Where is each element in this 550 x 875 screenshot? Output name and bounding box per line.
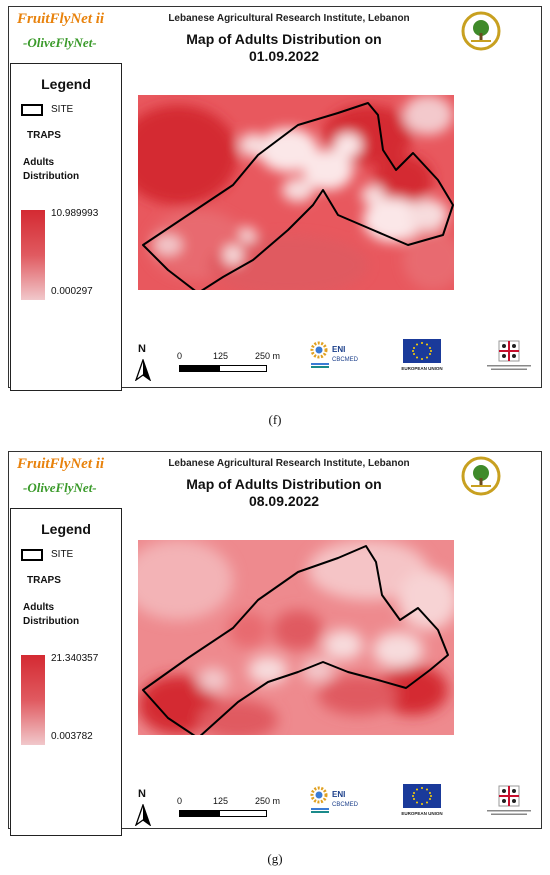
adults-distribution-label: Adults Distribution <box>23 602 80 627</box>
figure-caption-g: (g) <box>267 851 283 866</box>
brand-name: FruitFlyNet ii <box>17 456 105 472</box>
eni-cbcmed-logo-icon: ENI CBCMED <box>310 341 359 368</box>
ramp-max-value: 10.989993 <box>51 208 99 219</box>
scale-bar: 0 125 250 m <box>177 351 297 375</box>
legend: Legend SITE TRAPS Adults Distribution 21… <box>10 508 122 836</box>
map-title-line1: Map of Adults Distribution on <box>186 31 382 47</box>
heatmap-map <box>138 95 454 290</box>
ramp-min-value: 0.000297 <box>51 286 93 297</box>
site-label: SITE <box>51 104 74 115</box>
eu-text: EUROPEAN UNION <box>401 366 442 371</box>
density-surface <box>138 540 454 735</box>
color-ramp <box>21 655 45 745</box>
site-label: SITE <box>51 549 74 560</box>
map-title: Map of Adults Distribution on 08.09.2022 <box>149 476 419 510</box>
site-boundary <box>142 545 449 735</box>
institute-name: Lebanese Agricultural Research Institute… <box>168 13 410 24</box>
legend: Legend SITE TRAPS Adults Distribution 10… <box>10 63 122 391</box>
legend-title: Legend <box>41 76 91 92</box>
map-panel-f: FruitFlyNet ii -OliveFlyNet- Lebanese Ag… <box>8 6 542 391</box>
scale-tick-125: 125 <box>213 796 229 806</box>
map-title-line1: Map of Adults Distribution on <box>186 476 382 492</box>
traps-label: TRAPS <box>27 130 61 141</box>
scale-tick-0: 0 <box>177 796 183 806</box>
map-panel-g: FruitFlyNet ii -OliveFlyNet- Lebanese Ag… <box>8 451 542 836</box>
scale-tick-125: 125 <box>213 351 229 361</box>
site-symbol <box>21 549 43 561</box>
sardinia-logo-icon <box>487 785 531 815</box>
scale-tick-250: 250 m <box>255 796 281 806</box>
scale-tick-250: 250 m <box>255 351 281 361</box>
eu-text: EUROPEAN UNION <box>401 811 442 816</box>
eu-flag-icon: EUROPEAN UNION <box>401 784 443 816</box>
north-arrow-icon <box>134 359 152 381</box>
north-arrow-icon <box>134 804 152 826</box>
map-date: 08.09.2022 <box>248 493 320 509</box>
ramp-max-value: 21.340357 <box>51 653 99 664</box>
heatmap-map <box>138 540 454 735</box>
site-symbol <box>21 104 43 116</box>
color-ramp <box>21 210 45 300</box>
legend-title: Legend <box>41 521 91 537</box>
cbcmed-text: CBCMED <box>332 357 359 363</box>
cbcmed-text: CBCMED <box>332 802 359 808</box>
sardinia-logo-icon <box>487 340 531 370</box>
brand-name: FruitFlyNet ii <box>17 11 105 27</box>
map-date: 01.09.2022 <box>248 48 320 64</box>
scale-bar: 0 125 250 m <box>177 796 297 820</box>
north-label: N <box>138 788 146 800</box>
eu-flag-icon: EUROPEAN UNION <box>401 339 443 371</box>
site-boundary <box>142 102 454 290</box>
institute-name: Lebanese Agricultural Research Institute… <box>168 458 410 469</box>
brand-subtitle: -OliveFlyNet- <box>23 35 97 50</box>
scale-tick-0: 0 <box>177 351 183 361</box>
north-label: N <box>138 343 146 355</box>
density-surface <box>138 95 454 290</box>
lari-logo-icon <box>461 456 501 496</box>
traps-label: TRAPS <box>27 575 61 586</box>
adults-distribution-label: Adults Distribution <box>23 157 80 182</box>
ramp-min-value: 0.003782 <box>51 731 93 742</box>
eni-cbcmed-logo-icon: ENI CBCMED <box>310 786 359 813</box>
brand-subtitle: -OliveFlyNet- <box>23 480 97 495</box>
figure-caption-f: (f) <box>268 412 282 427</box>
map-title: Map of Adults Distribution on 01.09.2022 <box>149 31 419 65</box>
eni-text: ENI <box>332 790 345 799</box>
lari-logo-icon <box>461 11 501 51</box>
eni-text: ENI <box>332 345 345 354</box>
